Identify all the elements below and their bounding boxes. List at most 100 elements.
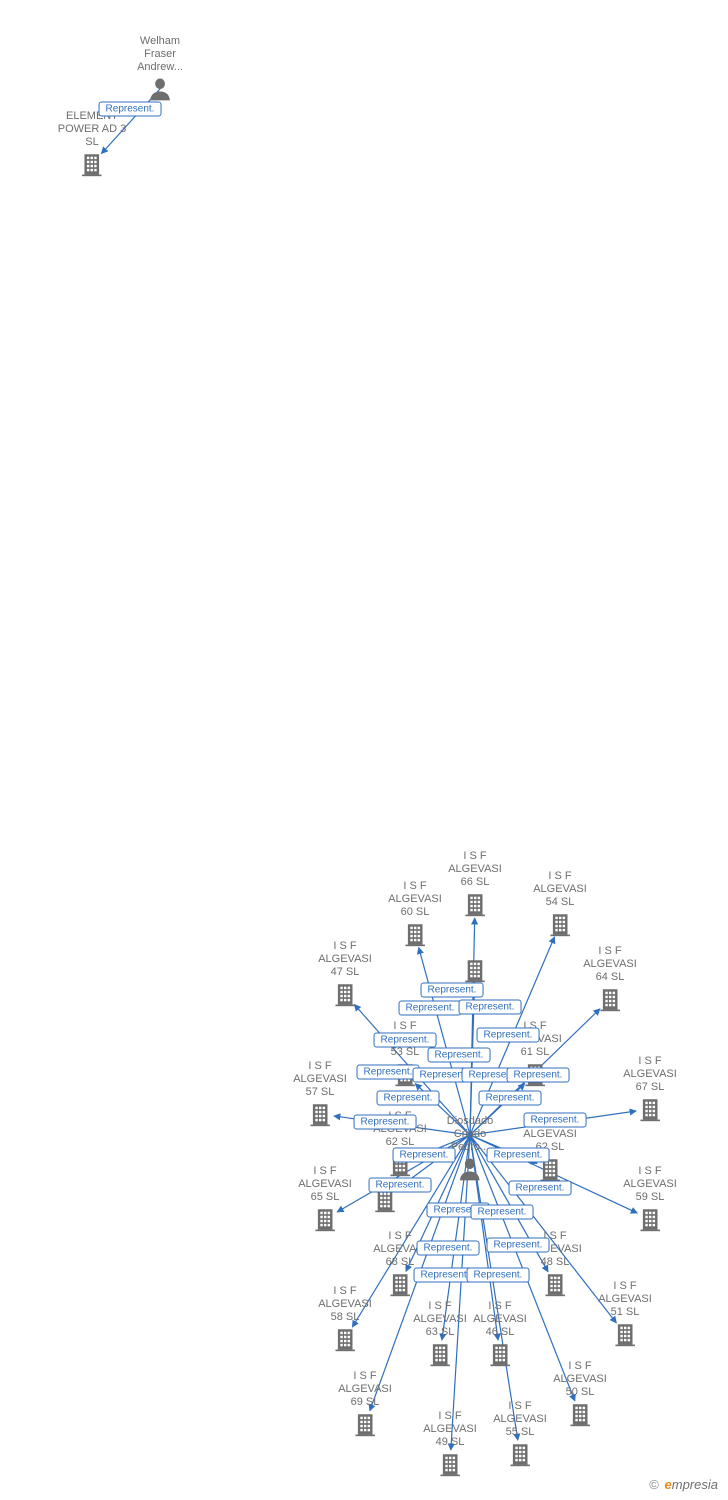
edge-label: Represent.	[509, 1181, 572, 1196]
company-node: I S F ALGEVASI 61 SL	[508, 1020, 562, 1091]
node-label: I S F ALGEVASI 57 SL	[293, 1060, 347, 1099]
company-node: I S F ALGEVASI 57 SL	[293, 1060, 347, 1131]
building-icon	[388, 921, 442, 951]
company-node: I S F ALGEVASI 49 SL	[423, 1410, 477, 1481]
node-label: I S F ALGEVASI 49 SL	[423, 1410, 477, 1449]
node-label: I S F ALGEVASI 48 SL	[528, 1230, 582, 1269]
node-label: I S F ALGEVASI 58 SL	[318, 1285, 372, 1324]
company-node: I S F ALGEVASI 50 SL	[553, 1360, 607, 1431]
company-node: I S F ALGEVASI 53 SL	[378, 1020, 432, 1091]
building-icon	[373, 1151, 427, 1181]
node-label: I S F ALGEVASI 67 SL	[623, 1055, 677, 1094]
edge-label: Represent.	[413, 1068, 476, 1083]
edge-label: Represent.	[462, 1068, 525, 1083]
edge-label: Represent.	[467, 1268, 530, 1283]
node-label: I S F ALGEVASI 54 SL	[533, 870, 587, 909]
building-icon	[462, 957, 488, 987]
edge-label: Represent.	[393, 1148, 456, 1163]
building-icon	[373, 1271, 427, 1301]
company-node: I S F ALGEVASI 62 SL	[373, 1110, 427, 1181]
company-node: I S F ALGEVASI 63 SL	[413, 1300, 467, 1371]
company-node: I S F ALGEVASI 67 SL	[623, 1055, 677, 1126]
edge-label: Represent.	[487, 1148, 550, 1163]
company-node: I S F ALGEVASI 65 SL	[298, 1165, 352, 1236]
building-icon	[318, 981, 372, 1011]
building-icon	[423, 1451, 477, 1481]
person-node: Welham Fraser Andrew...	[137, 35, 183, 106]
edge-label: Represent.	[471, 1205, 534, 1220]
edge-label: Represent.	[477, 1028, 540, 1043]
building-icon	[523, 1156, 577, 1186]
company-node: I S F ALGEVASI 69 SL	[338, 1370, 392, 1441]
person-icon	[447, 1156, 493, 1186]
building-icon	[372, 1187, 398, 1217]
company-node: I S F ALGEVASI 54 SL	[533, 870, 587, 941]
node-label: Diosdado Criado Pedro...	[447, 1115, 493, 1154]
node-label: Welham Fraser Andrew...	[137, 35, 183, 74]
brand-first-letter: e	[665, 1477, 672, 1492]
building-icon	[338, 1411, 392, 1441]
company-node: I S F ALGEVASI 46 SL	[473, 1300, 527, 1371]
building-icon	[473, 1341, 527, 1371]
building-icon	[623, 1096, 677, 1126]
node-label: I S F ALGEVASI 50 SL	[553, 1360, 607, 1399]
edge-label: Represent.	[357, 1065, 420, 1080]
node-label: I S F ALGEVASI 65 SL	[298, 1165, 352, 1204]
edge-label: Represent.	[377, 1091, 440, 1106]
company-node: I S F ALGEVASI 51 SL	[598, 1280, 652, 1351]
company-node: I S F ALGEVASI 48 SL	[528, 1230, 582, 1301]
node-label: I S F ALGEVASI 61 SL	[508, 1020, 562, 1059]
node-label: I S F ALGEVASI 63 SL	[413, 1300, 467, 1339]
node-label: I S F ALGEVASI 64 SL	[583, 945, 637, 984]
company-node	[462, 955, 488, 987]
brand-rest: mpresia	[672, 1477, 718, 1492]
edge-label: Represent.	[399, 1001, 462, 1016]
edge-label: Represent.	[459, 1000, 522, 1015]
building-icon	[413, 1341, 467, 1371]
building-icon	[58, 151, 126, 181]
edge-label: Represent.	[369, 1178, 432, 1193]
company-node: I S F ALGEVASI 47 SL	[318, 940, 372, 1011]
node-label: I S F ALGEVASI 51 SL	[598, 1280, 652, 1319]
copyright-symbol: ©	[649, 1477, 659, 1492]
building-icon	[293, 1101, 347, 1131]
node-label: ELEMENT POWER AD 3 SL	[58, 110, 126, 149]
node-label: I S F ALGEVASI 68 SL	[373, 1230, 427, 1269]
company-node: I S F ALGEVASI 66 SL	[448, 850, 502, 921]
node-label: I S F ALGEVASI 69 SL	[338, 1370, 392, 1409]
company-node: I S F ALGEVASI 68 SL	[373, 1230, 427, 1301]
company-node: I S F ALGEVASI 62 SL	[523, 1115, 577, 1186]
building-icon	[598, 1321, 652, 1351]
node-label: I S F ALGEVASI 62 SL	[523, 1115, 577, 1154]
node-label: I S F ALGEVASI 55 SL	[493, 1400, 547, 1439]
company-node: I S F ALGEVASI 55 SL	[493, 1400, 547, 1471]
edge-label: Represent.	[374, 1033, 437, 1048]
edges-layer	[0, 0, 728, 1500]
node-label: I S F ALGEVASI 60 SL	[388, 880, 442, 919]
edge-label: Represent.	[524, 1113, 587, 1128]
company-node: I S F ALGEVASI 64 SL	[583, 945, 637, 1016]
edge-label: Represent.	[487, 1238, 550, 1253]
node-label: I S F ALGEVASI 59 SL	[623, 1165, 677, 1204]
watermark: © empresia	[649, 1477, 718, 1492]
building-icon	[508, 1061, 562, 1091]
building-icon	[318, 1326, 372, 1356]
node-label: I S F ALGEVASI 46 SL	[473, 1300, 527, 1339]
edge-label: Represent.	[421, 983, 484, 998]
company-node	[372, 1185, 398, 1217]
building-icon	[298, 1206, 352, 1236]
edge-label: Represent.	[427, 1203, 490, 1218]
edge-label: Represent.	[414, 1268, 477, 1283]
edge-label: Represent.	[479, 1091, 542, 1106]
diagram-canvas: Welham Fraser Andrew... Diosdado Criado …	[0, 0, 728, 1500]
company-node: I S F ALGEVASI 60 SL	[388, 880, 442, 951]
company-node: ELEMENT POWER AD 3 SL	[58, 110, 126, 181]
building-icon	[528, 1271, 582, 1301]
building-icon	[533, 911, 587, 941]
building-icon	[553, 1401, 607, 1431]
person-node: Diosdado Criado Pedro...	[447, 1115, 493, 1186]
edge-label: Represent.	[354, 1115, 417, 1130]
building-icon	[623, 1206, 677, 1236]
edge-label: Represent.	[99, 102, 162, 117]
edge-label: Represent.	[428, 1048, 491, 1063]
